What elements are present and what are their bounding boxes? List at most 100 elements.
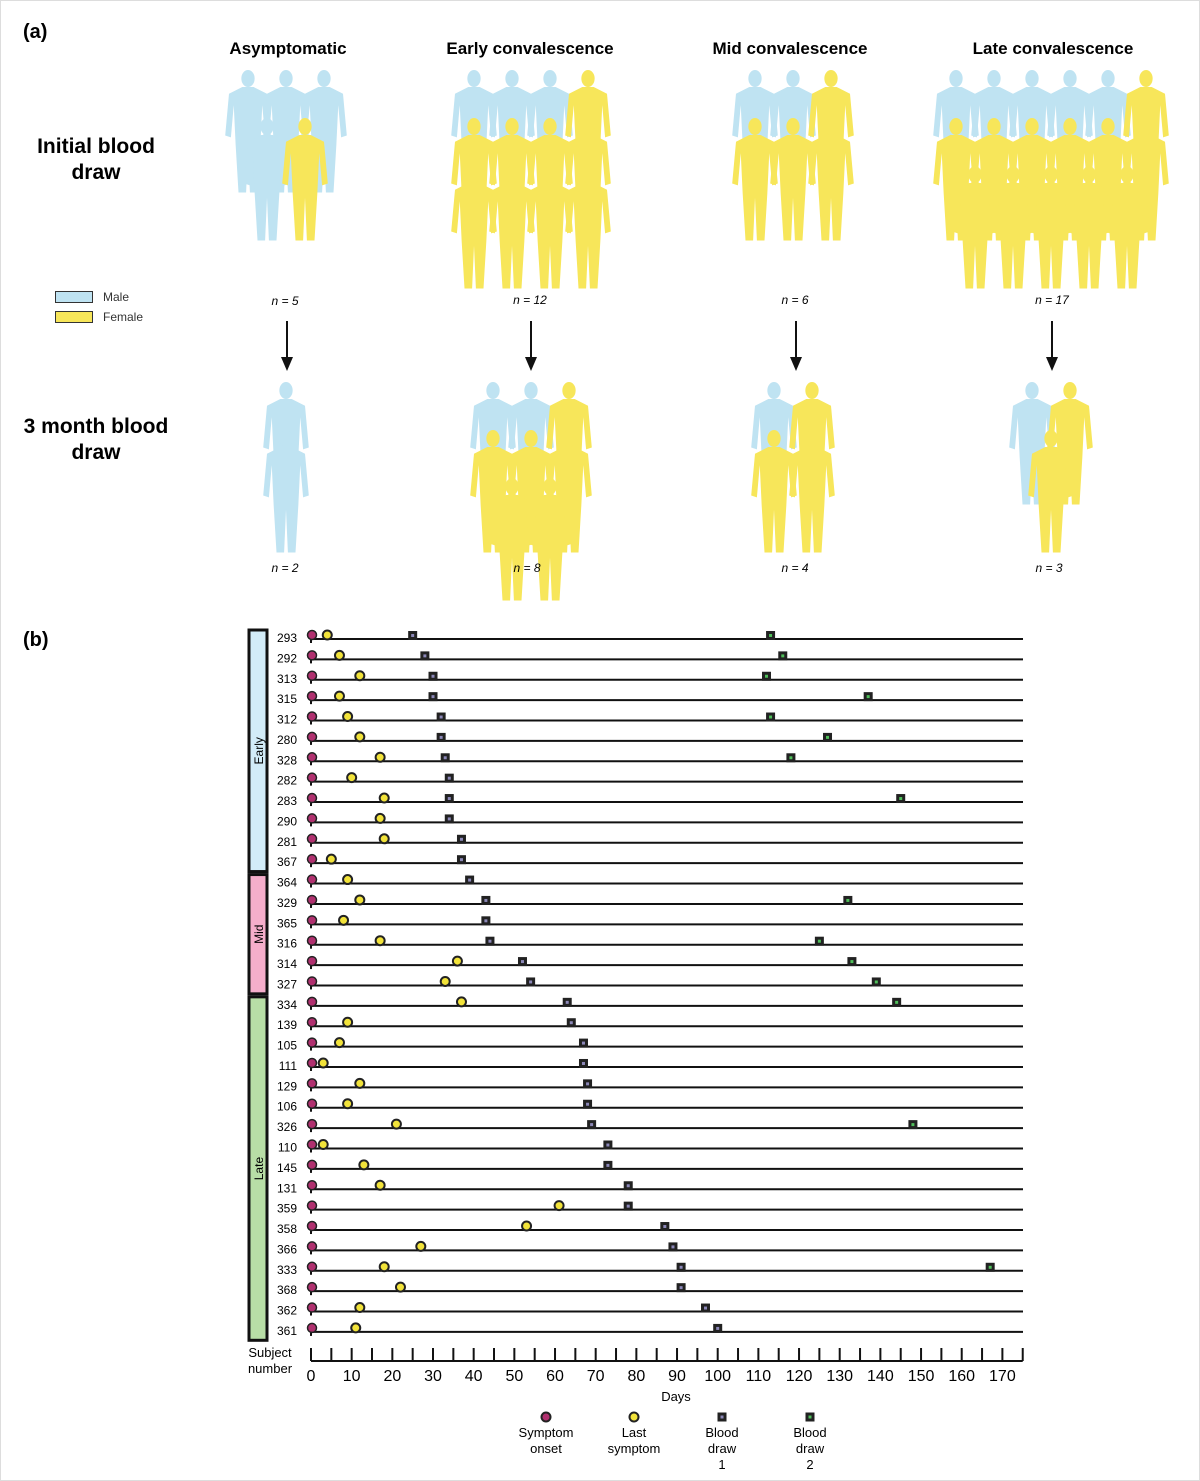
legend-bd2-icon-center bbox=[808, 1415, 812, 1419]
x-axis-label: Days bbox=[661, 1389, 691, 1404]
body bbox=[1047, 399, 1093, 505]
last-symptom-marker bbox=[317, 1057, 329, 1069]
blood-draw-1-marker-center bbox=[703, 1306, 707, 1310]
last-symptom-marker bbox=[455, 996, 467, 1008]
blood-draw-2-marker-center bbox=[781, 654, 785, 658]
blood-draw-1-marker-center bbox=[606, 1163, 610, 1167]
legend-last-icon bbox=[628, 1411, 640, 1423]
head bbox=[486, 429, 500, 448]
subject-label: 334 bbox=[277, 998, 297, 1012]
legend-bd2-label: Blood draw 2 bbox=[793, 1425, 826, 1472]
x-tick-label: 60 bbox=[546, 1368, 564, 1385]
body bbox=[971, 135, 1017, 241]
symptom-onset-marker bbox=[306, 1220, 318, 1232]
blood-draw-2-marker-center bbox=[895, 1000, 899, 1004]
subject-label: 316 bbox=[277, 937, 297, 951]
body bbox=[263, 87, 309, 193]
symptom-onset-marker bbox=[306, 1078, 318, 1089]
last-symptom-marker bbox=[451, 955, 463, 967]
head bbox=[543, 69, 557, 88]
legend-bd1-icon-center bbox=[720, 1415, 724, 1419]
body bbox=[225, 87, 271, 193]
legend-label-line: 1 bbox=[718, 1457, 725, 1472]
legend-onset-icon bbox=[540, 1411, 552, 1423]
3month-1-female-figure bbox=[546, 429, 592, 553]
last-symptom-marker bbox=[378, 833, 390, 845]
initial-1-female-figure bbox=[489, 165, 535, 289]
symptom-onset-marker bbox=[306, 1180, 318, 1191]
head bbox=[543, 117, 557, 136]
body bbox=[489, 495, 535, 601]
subject-label: 361 bbox=[277, 1324, 297, 1338]
blood-draw-1-marker-center bbox=[626, 1204, 630, 1208]
blood-draw-1-marker-center bbox=[671, 1245, 675, 1249]
initial-3-female-figure bbox=[933, 117, 979, 241]
symptom-onset-marker bbox=[306, 1118, 318, 1130]
head bbox=[748, 69, 762, 88]
3month-1-female-figure bbox=[508, 429, 554, 553]
subject-label: 129 bbox=[277, 1079, 297, 1093]
legend-last-label: Last symptom bbox=[608, 1425, 661, 1456]
head bbox=[505, 165, 519, 184]
body bbox=[546, 447, 592, 553]
blood-draw-1-marker-center bbox=[411, 634, 415, 637]
subject-label: 367 bbox=[277, 855, 297, 869]
subject-label: 328 bbox=[277, 753, 297, 767]
initial-3-female-figure bbox=[971, 117, 1017, 241]
male-swatch bbox=[55, 291, 93, 303]
symptom-onset-marker bbox=[306, 629, 318, 641]
female-swatch bbox=[55, 311, 93, 323]
head bbox=[949, 117, 963, 136]
body bbox=[1104, 183, 1150, 289]
head bbox=[467, 165, 481, 184]
symptom-onset-marker bbox=[306, 935, 318, 946]
blood-draw-1-marker-center bbox=[581, 1041, 585, 1045]
blood-draw-2-marker-center bbox=[988, 1265, 992, 1269]
legend-label-line: Blood bbox=[793, 1425, 826, 1440]
blood-draw-1-marker-center bbox=[447, 776, 451, 780]
blood-draw-1-marker-center bbox=[569, 1021, 573, 1025]
x-tick-label: 100 bbox=[704, 1368, 731, 1385]
head bbox=[767, 429, 781, 448]
3month-2-female-figure bbox=[751, 429, 797, 553]
head bbox=[279, 69, 293, 88]
blood-draw-2-marker-center bbox=[911, 1123, 915, 1127]
blood-draw-1-marker-center bbox=[520, 960, 524, 964]
group-label-early: Early bbox=[252, 737, 266, 764]
symptom-onset-marker bbox=[306, 955, 318, 967]
head bbox=[505, 477, 519, 496]
head bbox=[1063, 117, 1077, 136]
blood-draw-1-marker-center bbox=[459, 858, 463, 862]
last-symptom-marker bbox=[354, 894, 366, 906]
last-symptom-marker bbox=[338, 914, 350, 926]
head bbox=[581, 165, 595, 184]
initial-0-male-figure bbox=[244, 117, 290, 241]
blood-draw-2-marker-center bbox=[874, 980, 878, 984]
initial-0-male-figure bbox=[225, 69, 271, 193]
subject-label: 312 bbox=[277, 713, 297, 727]
head bbox=[467, 117, 481, 136]
symptom-onset-marker bbox=[306, 772, 318, 783]
head bbox=[949, 69, 963, 88]
last-symptom-marker bbox=[333, 690, 345, 702]
initial-1-female-figure bbox=[527, 165, 573, 289]
last-symptom-marker bbox=[394, 1281, 406, 1293]
group-bar-mid bbox=[247, 873, 269, 996]
x-tick-label: 50 bbox=[505, 1368, 523, 1385]
blood-draw-2-marker-center bbox=[899, 797, 903, 801]
subject-label: 105 bbox=[277, 1039, 297, 1053]
head bbox=[1044, 165, 1058, 184]
row-title-initial: Initial blood draw bbox=[37, 135, 155, 184]
initial-3-female-figure bbox=[1085, 117, 1131, 241]
symptom-onset-marker bbox=[306, 1159, 318, 1171]
n-initial-asym: n = 5 bbox=[271, 294, 299, 308]
arrow-head-icon bbox=[525, 357, 537, 371]
blood-draw-1-marker-center bbox=[586, 1082, 590, 1086]
x-tick-label: 170 bbox=[989, 1368, 1016, 1385]
initial-3-female-figure bbox=[1047, 117, 1093, 241]
head bbox=[786, 69, 800, 88]
subject-label: 139 bbox=[277, 1018, 297, 1032]
column-title-early: Early convalescence bbox=[446, 39, 614, 58]
symptom-onset-marker bbox=[306, 833, 318, 845]
